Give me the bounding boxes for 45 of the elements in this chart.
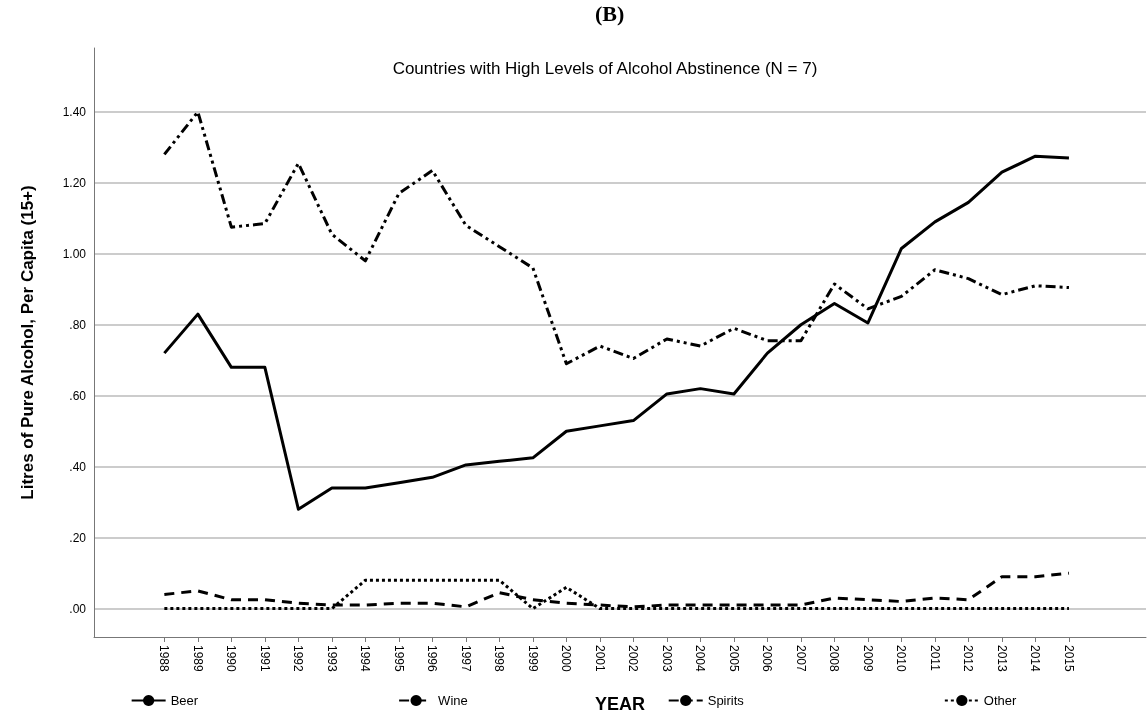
- y-tick-label: 1.20: [62, 175, 87, 190]
- y-axis-title: Litres of Pure Alcohol, Per Capita (15+): [18, 185, 37, 500]
- x-tick-label: 1990: [224, 645, 239, 673]
- x-tick-label: 1994: [358, 645, 373, 673]
- text: Countries with High Levels of Alcohol Abstinence (N = 7): [392, 59, 818, 78]
- x-tick-label: 2006: [760, 645, 775, 673]
- x-tick-label: 2005: [726, 645, 741, 673]
- legend-label: Other: [983, 693, 1018, 708]
- x-tick-label: 1995: [391, 645, 406, 673]
- x-tick-label: 1989: [190, 645, 205, 673]
- x-tick-label: 1991: [257, 645, 272, 673]
- x-tick-label: 1997: [458, 645, 473, 673]
- x-tick-label: 2007: [793, 645, 808, 673]
- x-tick-label: 2004: [693, 645, 708, 673]
- x-tick-label: 1996: [425, 645, 440, 673]
- x-tick-label: 2003: [659, 645, 674, 673]
- x-tick-label: 1999: [525, 645, 540, 673]
- x-tick-label: 1998: [492, 645, 507, 673]
- x-tick-label: 1992: [291, 645, 306, 673]
- x-tick-label: 2002: [626, 645, 641, 673]
- x-tick-label: 1993: [324, 645, 339, 673]
- x-tick-label: 2008: [827, 645, 842, 673]
- text: (B): [595, 0, 625, 26]
- line-series: [162, 571, 1071, 609]
- x-tick-label: 2014: [1028, 645, 1043, 673]
- x-tick-label: 2001: [592, 645, 607, 673]
- y-tick-label: .00: [69, 601, 87, 616]
- y-tick-label: 1.40: [62, 104, 87, 119]
- x-tick-label: 2000: [559, 645, 574, 673]
- x-axis-title: YEAR: [594, 694, 646, 714]
- y-tick-label: .60: [69, 388, 87, 403]
- y-tick-label: 1.00: [62, 246, 87, 261]
- legend-label: Wine: [438, 693, 468, 708]
- x-tick-label: 2009: [860, 645, 875, 673]
- x-tick-label: 1988: [157, 645, 172, 673]
- x-tick-label: 2010: [894, 645, 909, 673]
- y-tick-label: .80: [69, 317, 87, 332]
- y-tick-label: .20: [69, 530, 87, 545]
- legend-label: Spirits: [707, 693, 745, 708]
- y-tick-label: .40: [69, 459, 87, 474]
- x-tick-label: 2012: [961, 645, 976, 673]
- x-tick-label: 2015: [1061, 645, 1076, 673]
- x-tick-label: 2013: [994, 645, 1009, 673]
- legend-label: Beer: [170, 693, 199, 708]
- x-tick-label: 2011: [927, 645, 942, 672]
